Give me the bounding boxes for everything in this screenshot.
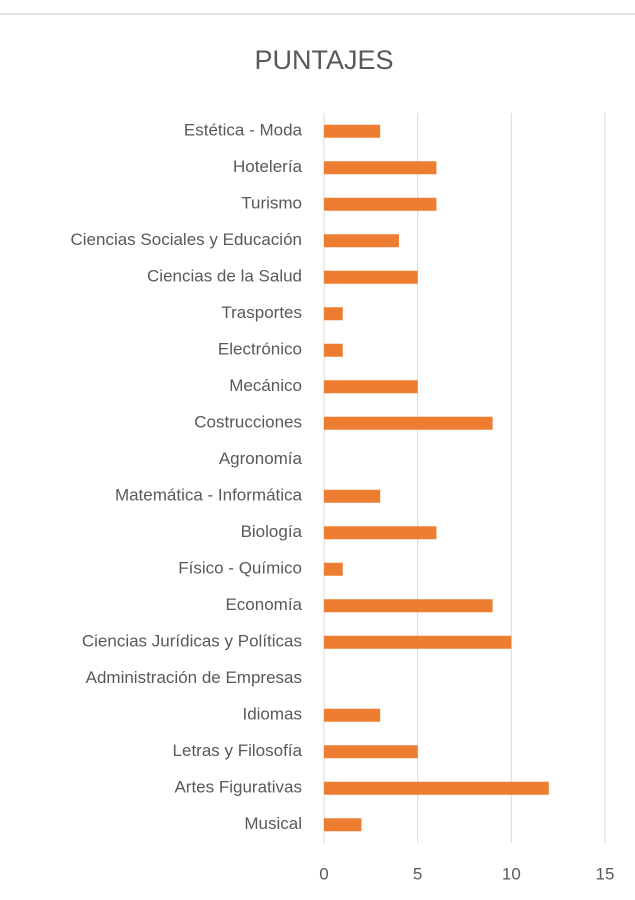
bar [324,599,493,613]
y-tick-label: Administración de Empresas [86,668,302,687]
y-tick-label: Turismo [241,194,302,213]
y-tick-label: Ciencias Sociales y Educación [70,230,302,249]
x-tick-label: 10 [502,864,521,883]
y-tick-label: Artes Figurativas [174,778,302,797]
bar [324,343,343,357]
y-tick-label: Musical [244,814,302,833]
bar [324,124,381,138]
y-tick-label: Costrucciones [194,413,302,432]
bar [324,781,549,795]
x-tick-label: 15 [596,864,615,883]
bar [324,307,343,321]
y-tick-label: Matemática - Informática [115,486,303,505]
x-tick-label: 0 [319,864,328,883]
y-tick-label: Ciencias Jurídicas y Políticas [82,632,302,651]
y-tick-label: Estética - Moda [184,121,303,140]
y-tick-label: Economía [225,595,302,614]
bar [324,526,437,540]
y-tick-label: Trasportes [221,303,302,322]
bar [324,708,381,722]
bar [324,234,399,248]
bar [324,380,418,394]
bar [324,416,493,430]
bar [324,161,437,175]
x-tick-label: 5 [413,864,422,883]
bar [324,562,343,576]
y-tick-label: Mecánico [229,376,302,395]
y-tick-label: Letras y Filosofía [173,741,303,760]
y-tick-label: Ciencias de la Salud [147,267,302,286]
chart-title: PUNTAJES [254,45,393,75]
y-tick-label: Agronomía [219,449,303,468]
y-tick-label: Idiomas [242,705,302,724]
y-tick-label: Electrónico [218,340,302,359]
bar [324,818,362,832]
bar [324,270,418,284]
y-tick-label: Hotelería [233,157,303,176]
y-tick-label: Físico - Químico [178,559,302,578]
bar [324,489,381,503]
bar [324,197,437,211]
bar [324,745,418,759]
y-tick-label: Biología [241,522,303,541]
bar [324,635,512,649]
